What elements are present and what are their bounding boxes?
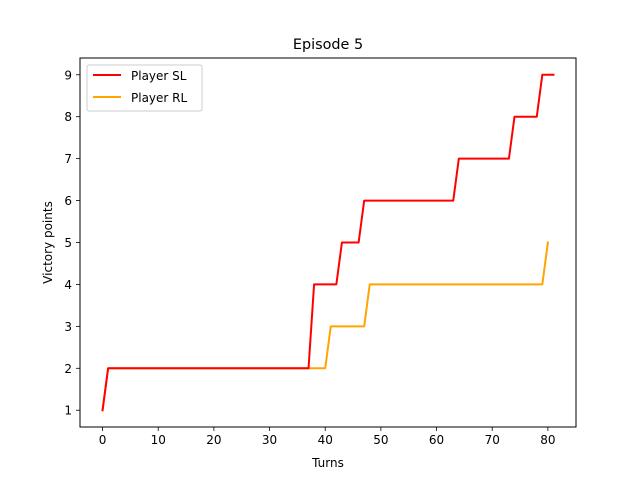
legend: Player SL Player RL — [86, 64, 203, 112]
x-tick-label: 70 — [485, 433, 500, 447]
x-tick-label: 20 — [206, 433, 221, 447]
y-tick-label: 3 — [64, 320, 72, 334]
y-tick-label: 2 — [64, 362, 72, 376]
chart-title: Episode 5 — [293, 37, 363, 53]
x-tick-label: 40 — [318, 433, 333, 447]
x-tick-label: 30 — [262, 433, 277, 447]
legend-label-sl: Player SL — [131, 69, 187, 83]
legend-label-rl: Player RL — [131, 91, 187, 105]
y-tick-label: 6 — [64, 194, 72, 208]
y-tick-label: 7 — [64, 152, 72, 166]
series-layer — [101, 73, 555, 412]
y-axis-label: Victory points — [41, 201, 55, 284]
x-tick-label: 60 — [429, 433, 444, 447]
x-tick-label: 10 — [151, 433, 166, 447]
x-tick-label: 0 — [99, 433, 107, 447]
x-axis-label: Turns — [311, 456, 344, 470]
y-tick-label: 8 — [64, 110, 72, 124]
x-tick-label: 50 — [373, 433, 388, 447]
y-tick-label: 5 — [64, 236, 72, 250]
x-axis-ticks: 0 10 20 30 40 50 60 70 80 — [99, 427, 556, 447]
y-tick-label: 4 — [64, 278, 72, 292]
series-line-player-sl — [101, 73, 555, 412]
y-tick-label: 1 — [64, 404, 72, 418]
x-tick-label: 80 — [540, 433, 555, 447]
y-tick-label: 9 — [64, 68, 72, 82]
y-axis-ticks: 1 2 3 4 5 6 7 8 9 — [64, 68, 80, 418]
legend-box — [86, 64, 203, 112]
